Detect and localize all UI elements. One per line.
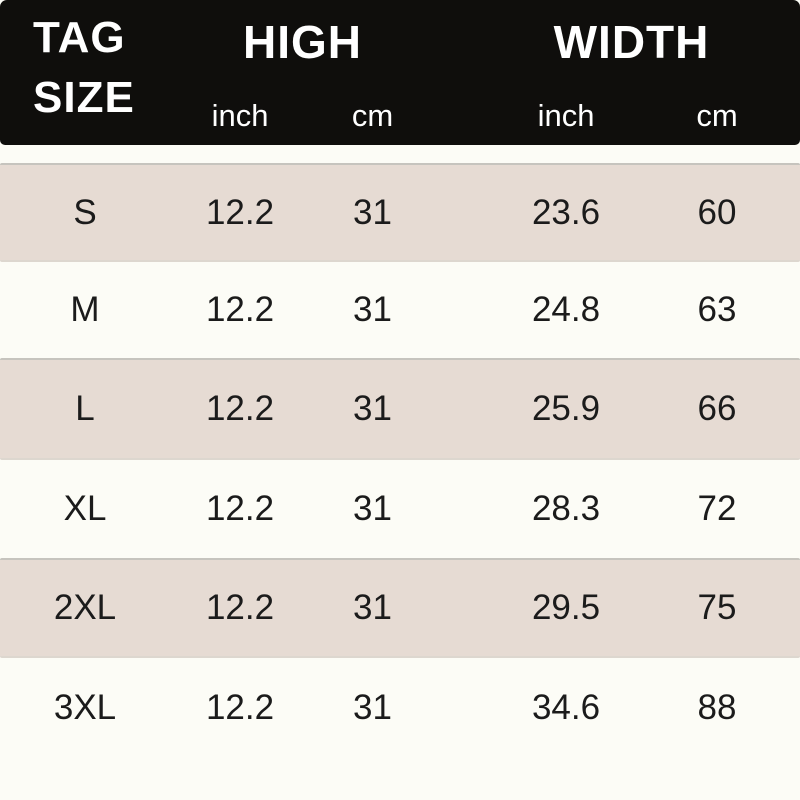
cell-size: 3XL — [53, 688, 117, 727]
column-group-width: WIDTH — [553, 16, 710, 68]
cell-high-cm: 31 — [353, 489, 392, 528]
header-body-gap — [0, 145, 800, 163]
cell-high-cm: 31 — [353, 389, 392, 428]
header-group-row: HIGH WIDTH — [0, 0, 800, 84]
table-row-l: L 12.2 31 25.9 66 — [0, 358, 800, 460]
cell-size: M — [70, 290, 100, 329]
cell-high-cm: 31 — [353, 588, 392, 627]
high-inch-header: inch — [211, 97, 269, 133]
cell-width-inch: 29.5 — [531, 588, 601, 627]
cell-width-inch: 25.9 — [531, 389, 601, 428]
cell-width-cm: 88 — [697, 688, 737, 727]
cell-size: XL — [63, 489, 107, 528]
tag-size-line1: TAG — [33, 13, 126, 62]
tag-size-line2: SIZE — [33, 73, 135, 122]
cell-high-inch: 12.2 — [205, 489, 275, 528]
cell-width-cm: 63 — [697, 290, 737, 329]
table-header: TAG SIZE HIGH WIDTH inch cm inch cm — [0, 0, 800, 145]
cell-high-inch: 12.2 — [205, 389, 275, 428]
cell-width-inch: 23.6 — [531, 192, 601, 232]
header-unit-row: inch cm inch cm — [0, 84, 800, 145]
cell-width-inch: 34.6 — [531, 688, 601, 727]
cell-size: 2XL — [53, 588, 117, 627]
table-row-s: S 12.2 31 23.6 60 — [0, 163, 800, 262]
cell-high-inch: 12.2 — [205, 588, 275, 627]
high-cm-header: cm — [351, 97, 394, 133]
tag-size-label: TAG SIZE — [33, 8, 135, 128]
cell-width-cm: 72 — [697, 489, 737, 528]
cell-width-cm: 60 — [697, 192, 737, 232]
cell-high-inch: 12.2 — [205, 688, 275, 727]
cell-high-inch: 12.2 — [205, 192, 275, 232]
cell-width-inch: 24.8 — [531, 290, 601, 329]
width-cm-header: cm — [696, 97, 738, 133]
table-row-xl: XL 12.2 31 28.3 72 — [0, 460, 800, 558]
table-row-2xl: 2XL 12.2 31 29.5 75 — [0, 558, 800, 658]
cell-size: S — [73, 192, 97, 232]
cell-size: L — [75, 389, 95, 428]
width-inch-header: inch — [537, 97, 595, 133]
cell-high-cm: 31 — [353, 192, 392, 232]
cell-high-cm: 31 — [353, 290, 392, 329]
table-row-3xl: 3XL 12.2 31 34.6 88 — [0, 658, 800, 800]
cell-width-cm: 75 — [697, 588, 737, 627]
cell-width-inch: 28.3 — [531, 489, 601, 528]
table-row-m: M 12.2 31 24.8 63 — [0, 262, 800, 358]
cell-high-inch: 12.2 — [205, 290, 275, 329]
cell-width-cm: 66 — [697, 389, 737, 428]
column-group-high: HIGH — [243, 16, 362, 68]
cell-high-cm: 31 — [353, 688, 392, 727]
